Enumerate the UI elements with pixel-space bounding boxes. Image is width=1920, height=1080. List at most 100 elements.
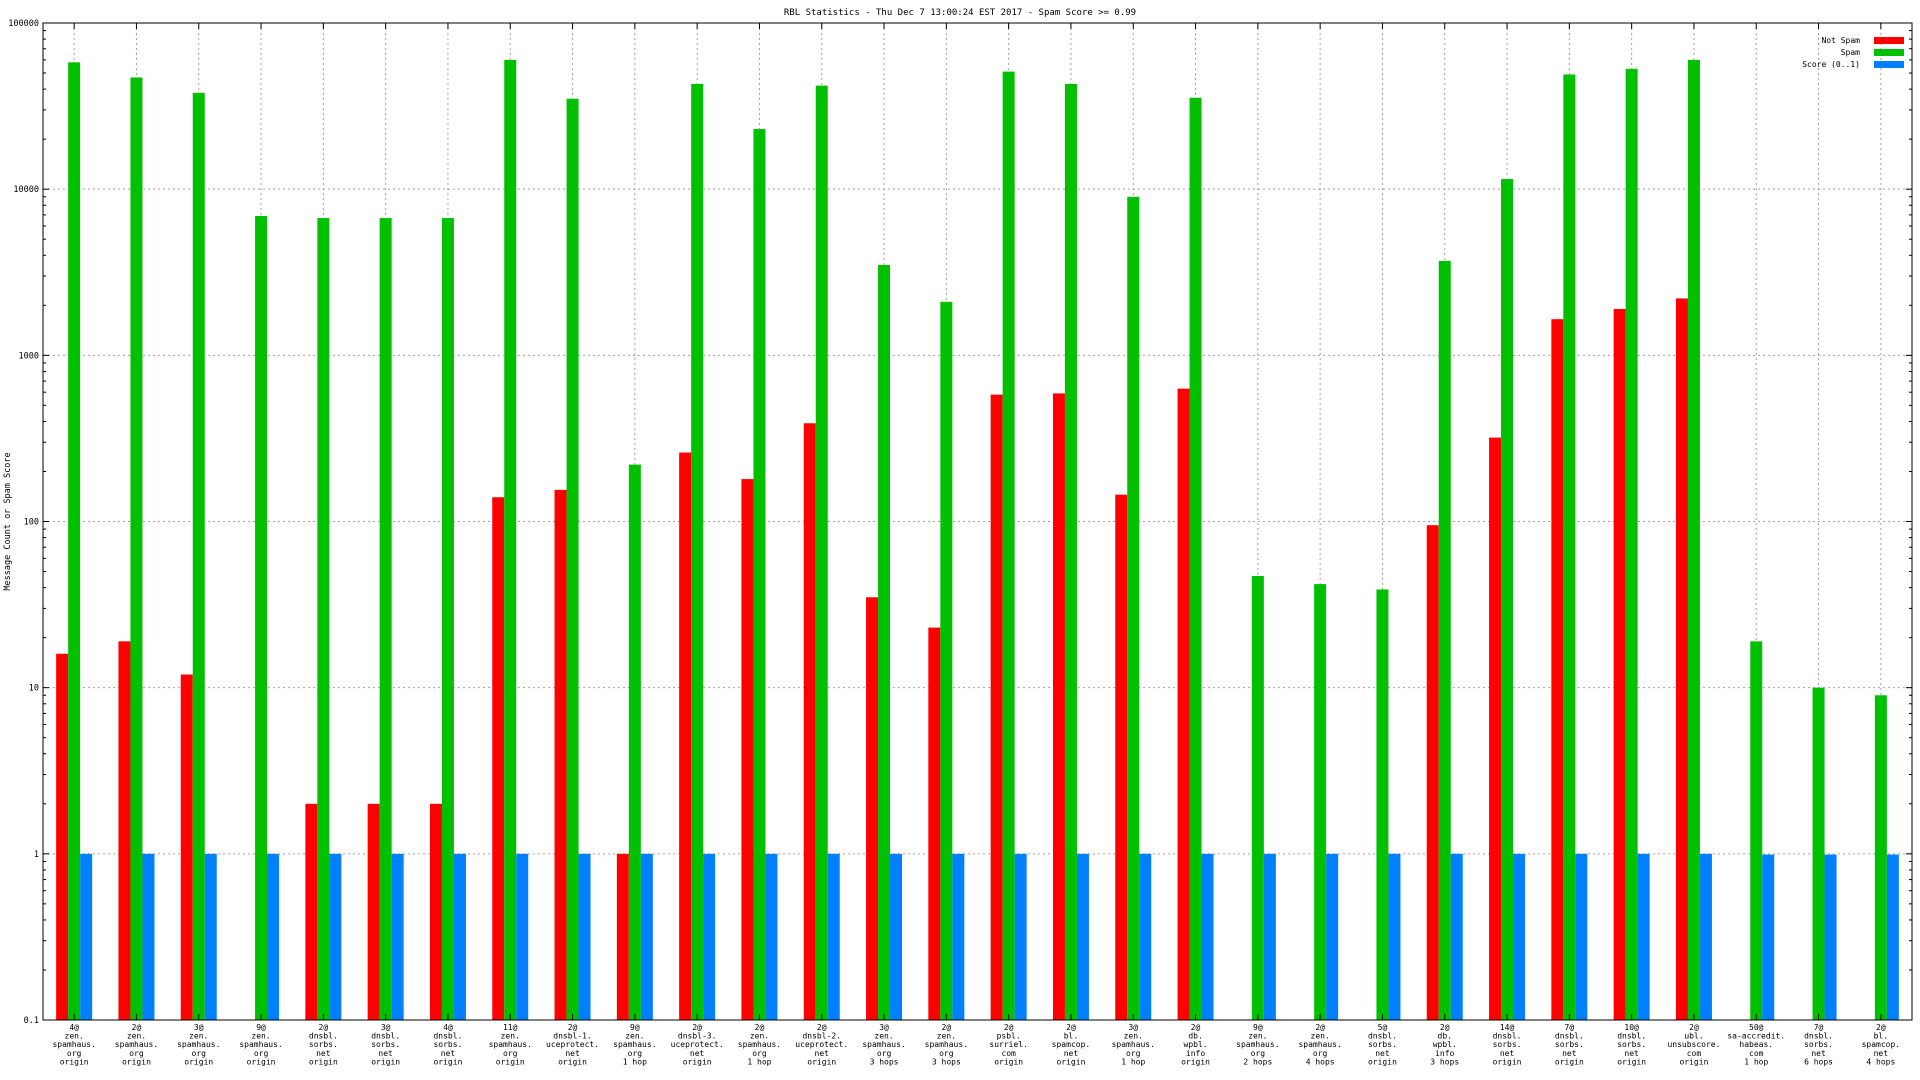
bar-spam	[815, 85, 828, 1021]
legend-swatch	[1874, 61, 1904, 68]
bar-score-0-1	[80, 853, 93, 1020]
x-tick-label: 2@ dnsbl. sorbs. net origin	[309, 1023, 338, 1066]
bar-spam	[940, 301, 953, 1020]
x-tick-label: 2@ zen. spamhaus. org 4 hops	[1298, 1023, 1341, 1066]
bar-score-0-1	[827, 853, 840, 1020]
bar-score-0-1	[1513, 853, 1526, 1020]
x-tick-label: 3@ zen. spamhaus. org 1 hop	[1112, 1023, 1155, 1066]
bar-spam	[1438, 260, 1451, 1021]
bar-not-spam	[492, 497, 505, 1020]
bar-score-0-1	[267, 853, 280, 1020]
x-tick-label: 2@ zen. spamhaus. org 1 hop	[738, 1023, 781, 1066]
bar-score-0-1	[1575, 853, 1588, 1020]
bars	[56, 59, 1899, 1021]
bar-not-spam	[1426, 525, 1439, 1020]
x-tick-label: 14@ dnsbl. sorbs. net origin	[1493, 1023, 1522, 1066]
bar-spam	[1874, 695, 1887, 1020]
legend-swatch	[1874, 37, 1904, 44]
bar-not-spam	[1613, 309, 1626, 1020]
bar-score-0-1	[1014, 853, 1027, 1020]
x-tick-label: 50@ sa-accredit. habeas. com 1 hop	[1727, 1023, 1785, 1066]
legend-label: Spam	[1841, 48, 1860, 57]
bar-spam	[504, 59, 517, 1020]
bar-spam	[1251, 575, 1264, 1020]
bar-score-0-1	[578, 853, 591, 1020]
legend-label: Not Spam	[1821, 36, 1860, 45]
y-tick-label: 10	[29, 684, 39, 694]
bar-spam	[68, 62, 81, 1021]
bar-score-0-1	[516, 853, 529, 1020]
x-tick-label: 2@ dnsbl-1. uceprotect. net origin	[546, 1023, 599, 1066]
bar-spam	[192, 92, 205, 1021]
y-tick-label: 10000	[13, 185, 39, 195]
bar-spam	[130, 77, 143, 1021]
bar-score-0-1	[453, 853, 466, 1020]
bar-spam	[1314, 584, 1327, 1020]
bar-spam	[1501, 179, 1514, 1021]
bar-spam	[1127, 196, 1140, 1021]
bar-not-spam	[118, 641, 131, 1020]
bar-score-0-1	[640, 853, 653, 1020]
bar-not-spam	[616, 853, 629, 1020]
y-axis-label: Message Count or Spam Score	[3, 452, 13, 590]
bar-not-spam	[1115, 494, 1128, 1020]
legend-label: Score (0..1)	[1802, 60, 1860, 69]
x-tick-label: 9@ zen. spamhaus. org 2 hops	[1236, 1023, 1279, 1066]
bar-score-0-1	[1824, 854, 1837, 1020]
bar-score-0-1	[1450, 853, 1463, 1020]
bar-spam	[1687, 59, 1700, 1020]
bar-score-0-1	[1076, 853, 1089, 1020]
x-tick-label: 2@ db. wpbl. info origin	[1181, 1023, 1210, 1066]
legend-swatch	[1874, 49, 1904, 56]
bar-not-spam	[1177, 388, 1190, 1020]
bar-score-0-1	[1201, 853, 1214, 1020]
x-tick-label: 9@ zen. spamhaus. org origin	[239, 1023, 282, 1066]
y-tick-label: 1	[34, 850, 39, 860]
bar-score-0-1	[204, 853, 217, 1020]
bar-score-0-1	[1699, 853, 1712, 1020]
y-tick-label: 0.1	[24, 1016, 39, 1026]
bar-not-spam	[990, 394, 1003, 1021]
bar-spam	[317, 218, 330, 1020]
x-tick-label: 2@ dnsbl-3. uceprotect. net origin	[671, 1023, 724, 1066]
bar-spam	[1812, 687, 1825, 1020]
bar-score-0-1	[142, 853, 155, 1020]
bar-spam	[691, 83, 704, 1020]
plot-border	[42, 22, 1913, 1021]
bar-not-spam	[1052, 393, 1065, 1020]
x-tick-label: 2@ bl. spamcop. net origin	[1052, 1023, 1091, 1066]
bar-spam	[566, 98, 579, 1021]
x-tick-label: 4@ zen. spamhaus. org origin	[52, 1023, 95, 1066]
bar-spam	[1563, 74, 1576, 1021]
x-tick-label: 7@ dnsbl. sorbs. net 6 hops	[1804, 1023, 1833, 1066]
bar-spam	[1002, 71, 1015, 1020]
bar-spam	[379, 218, 392, 1020]
bar-score-0-1	[952, 853, 965, 1020]
x-tick-label: 3@ zen. spamhaus. org 3 hops	[862, 1023, 905, 1066]
bar-not-spam	[367, 803, 380, 1020]
x-tick-label: 7@ dnsbl. sorbs. net origin	[1555, 1023, 1584, 1066]
bar-score-0-1	[1139, 853, 1152, 1020]
x-tick-label: 5@ dnsbl. sorbs. net origin	[1368, 1023, 1397, 1066]
bar-score-0-1	[1886, 854, 1899, 1020]
x-tick-label: 9@ zen. spamhaus. org 1 hop	[613, 1023, 656, 1066]
bar-spam	[1750, 641, 1763, 1020]
bar-not-spam	[1675, 298, 1688, 1021]
y-tick-label: 100000	[8, 19, 39, 29]
chart-title: RBL Statistics - Thu Dec 7 13:00:24 EST …	[784, 8, 1136, 18]
bar-not-spam	[741, 479, 754, 1020]
bar-not-spam	[56, 653, 69, 1020]
bar-spam	[441, 218, 454, 1020]
x-tick-label: 11@ zen. spamhaus. org origin	[489, 1023, 532, 1066]
x-tick-label: 2@ bl. spamcop. net 4 hops	[1862, 1023, 1901, 1066]
bar-not-spam	[180, 674, 193, 1020]
x-tick-label: 2@ db. wpbl. info 3 hops	[1430, 1023, 1459, 1066]
bar-spam	[753, 129, 766, 1020]
bar-spam	[1064, 83, 1077, 1020]
x-tick-label: 4@ dnsbl. sorbs. net origin	[433, 1023, 462, 1066]
bar-score-0-1	[703, 853, 716, 1020]
bar-score-0-1	[1388, 853, 1401, 1020]
x-tick-label: 2@ ubl. unsubscore. com origin	[1667, 1023, 1720, 1066]
bar-not-spam	[803, 423, 816, 1020]
